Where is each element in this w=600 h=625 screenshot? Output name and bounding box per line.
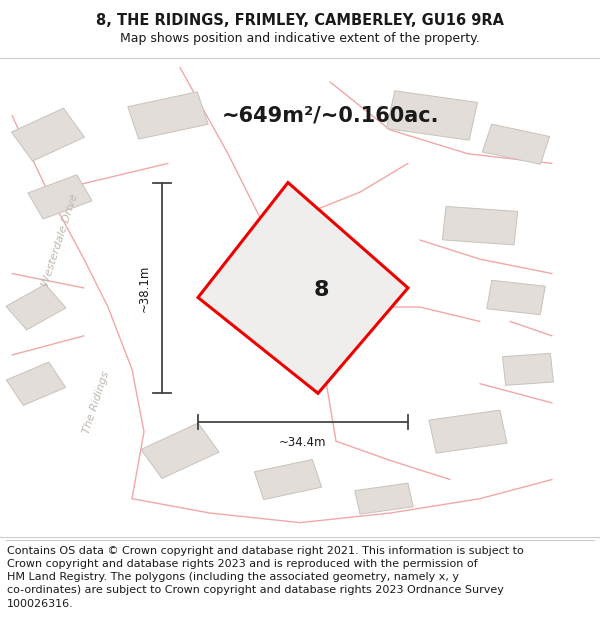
Text: The Ridings: The Ridings: [230, 219, 274, 279]
Polygon shape: [254, 459, 322, 499]
Text: 8, THE RIDINGS, FRIMLEY, CAMBERLEY, GU16 9RA: 8, THE RIDINGS, FRIMLEY, CAMBERLEY, GU16…: [96, 12, 504, 28]
Polygon shape: [487, 280, 545, 315]
Text: ~38.1m: ~38.1m: [138, 264, 151, 312]
Polygon shape: [482, 124, 550, 164]
Polygon shape: [429, 410, 507, 453]
Polygon shape: [442, 206, 518, 245]
Polygon shape: [198, 182, 408, 393]
Polygon shape: [6, 284, 66, 330]
Polygon shape: [7, 362, 65, 406]
Text: Westerdale Drive: Westerdale Drive: [40, 192, 80, 288]
Text: Map shows position and indicative extent of the property.: Map shows position and indicative extent…: [120, 32, 480, 45]
Polygon shape: [141, 423, 219, 479]
Polygon shape: [128, 92, 208, 139]
Text: The Ridings: The Ridings: [81, 371, 111, 436]
Polygon shape: [355, 483, 413, 514]
Polygon shape: [28, 175, 92, 219]
Text: Contains OS data © Crown copyright and database right 2021. This information is : Contains OS data © Crown copyright and d…: [7, 546, 524, 609]
Text: ~649m²/~0.160ac.: ~649m²/~0.160ac.: [221, 106, 439, 126]
Text: ~34.4m: ~34.4m: [279, 436, 327, 449]
Text: 8: 8: [313, 281, 329, 301]
Polygon shape: [11, 108, 85, 161]
Polygon shape: [386, 91, 478, 140]
Polygon shape: [503, 353, 553, 386]
